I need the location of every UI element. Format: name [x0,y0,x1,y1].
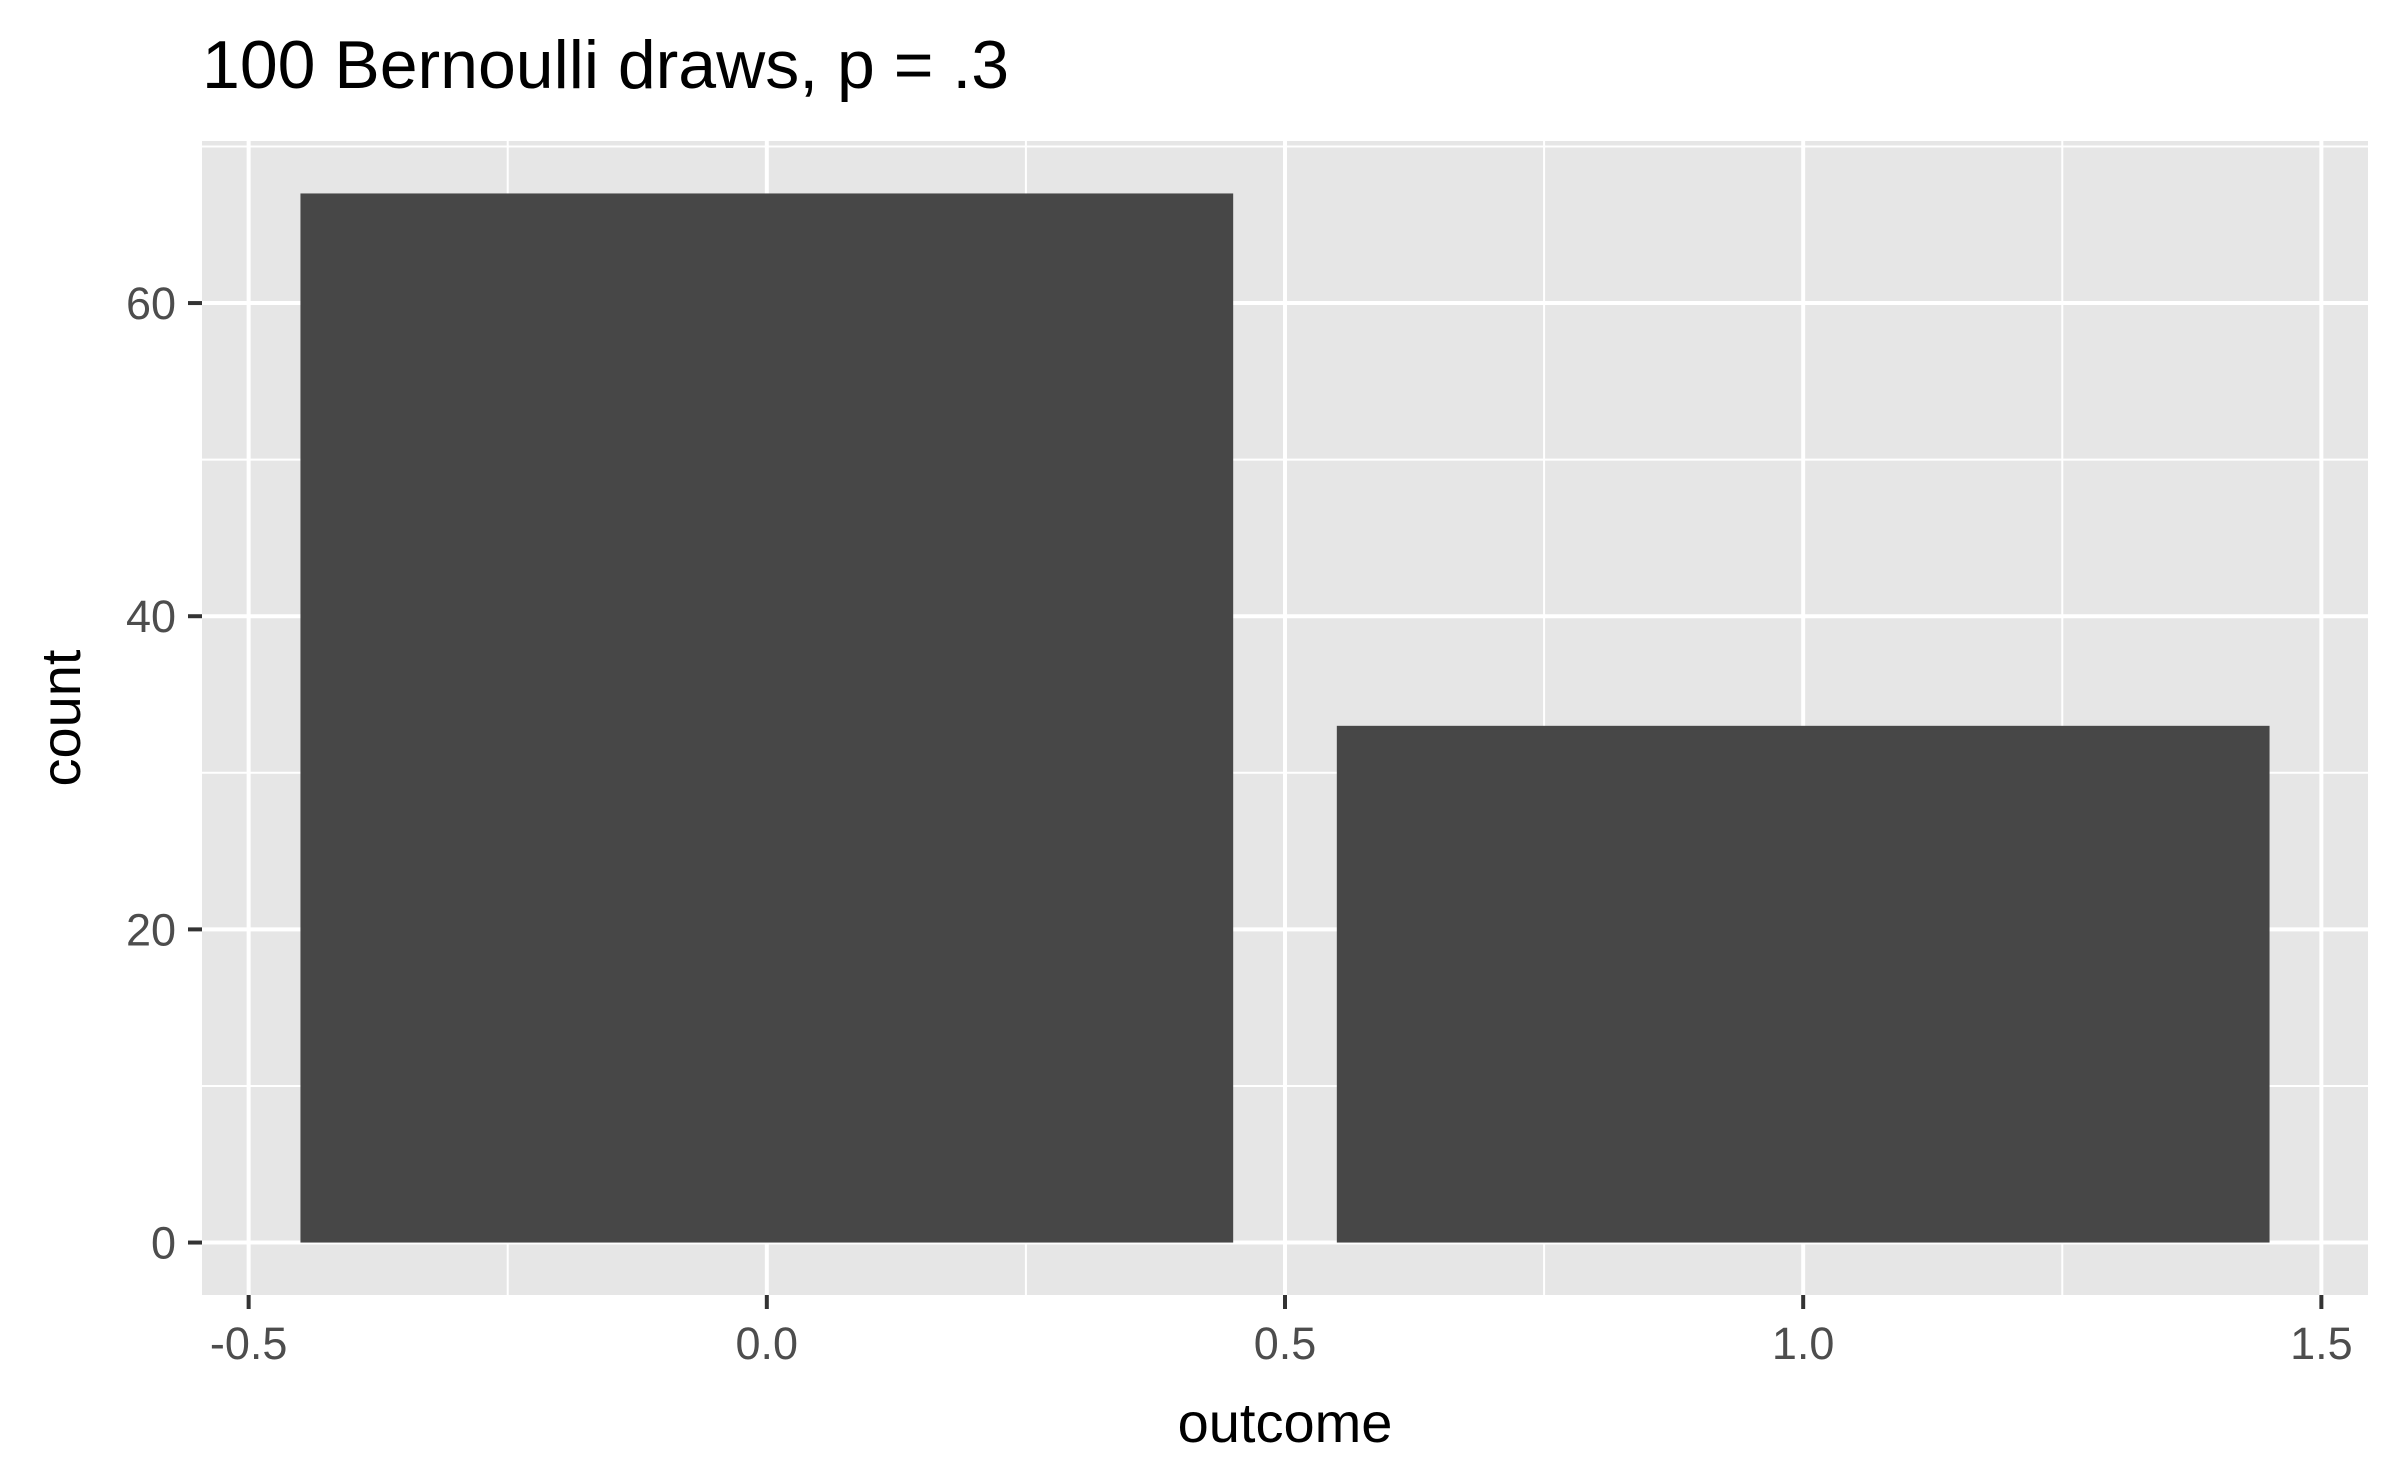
y-axis-title: count [29,649,92,786]
x-tick-label: 0.5 [1254,1318,1317,1369]
x-axis-title: outcome [1178,1391,1393,1454]
y-tick-label: 40 [126,591,176,642]
x-tick-label: -0.5 [210,1318,288,1369]
bar-outcome-1 [1336,725,2270,1243]
x-tick-label: 1.0 [1772,1318,1835,1369]
y-tick-label: 20 [126,904,176,955]
y-axis: 0 20 40 60 [126,278,202,1269]
x-axis: -0.5 0.0 0.5 1.0 1.5 [210,1295,2353,1369]
y-tick-label: 0 [151,1218,176,1269]
y-tick-label: 60 [126,278,176,329]
bar-outcome-0 [300,193,1234,1243]
chart-title: 100 Bernoulli draws, p = .3 [202,27,1009,103]
bars [300,193,2270,1243]
x-tick-label: 1.5 [2290,1318,2353,1369]
x-tick-label: 0.0 [736,1318,799,1369]
